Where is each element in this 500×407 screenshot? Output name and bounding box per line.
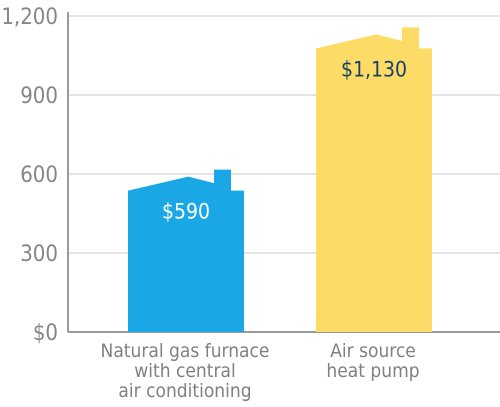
- category-label: Air source: [330, 340, 416, 362]
- bar-value-label: $590: [162, 200, 210, 224]
- y-tick-label: 1,200: [1, 5, 58, 30]
- category-label: heat pump: [326, 360, 419, 382]
- category-label: Natural gas furnace: [101, 340, 270, 362]
- bar-value-label: $1,130: [341, 57, 407, 81]
- y-axis-ticks: $0 300 600 900 1,200: [1, 5, 58, 346]
- category-label: with central: [134, 360, 235, 382]
- bars: $590 $1,130: [128, 27, 432, 333]
- y-tick-label: 900: [20, 84, 58, 109]
- y-tick-label: 300: [20, 242, 58, 267]
- category-label: air conditioning: [118, 380, 251, 402]
- y-tick-label: $0: [33, 321, 58, 346]
- y-tick-label: 600: [20, 163, 58, 188]
- bar-house: [128, 169, 244, 332]
- bar-house: [316, 27, 432, 333]
